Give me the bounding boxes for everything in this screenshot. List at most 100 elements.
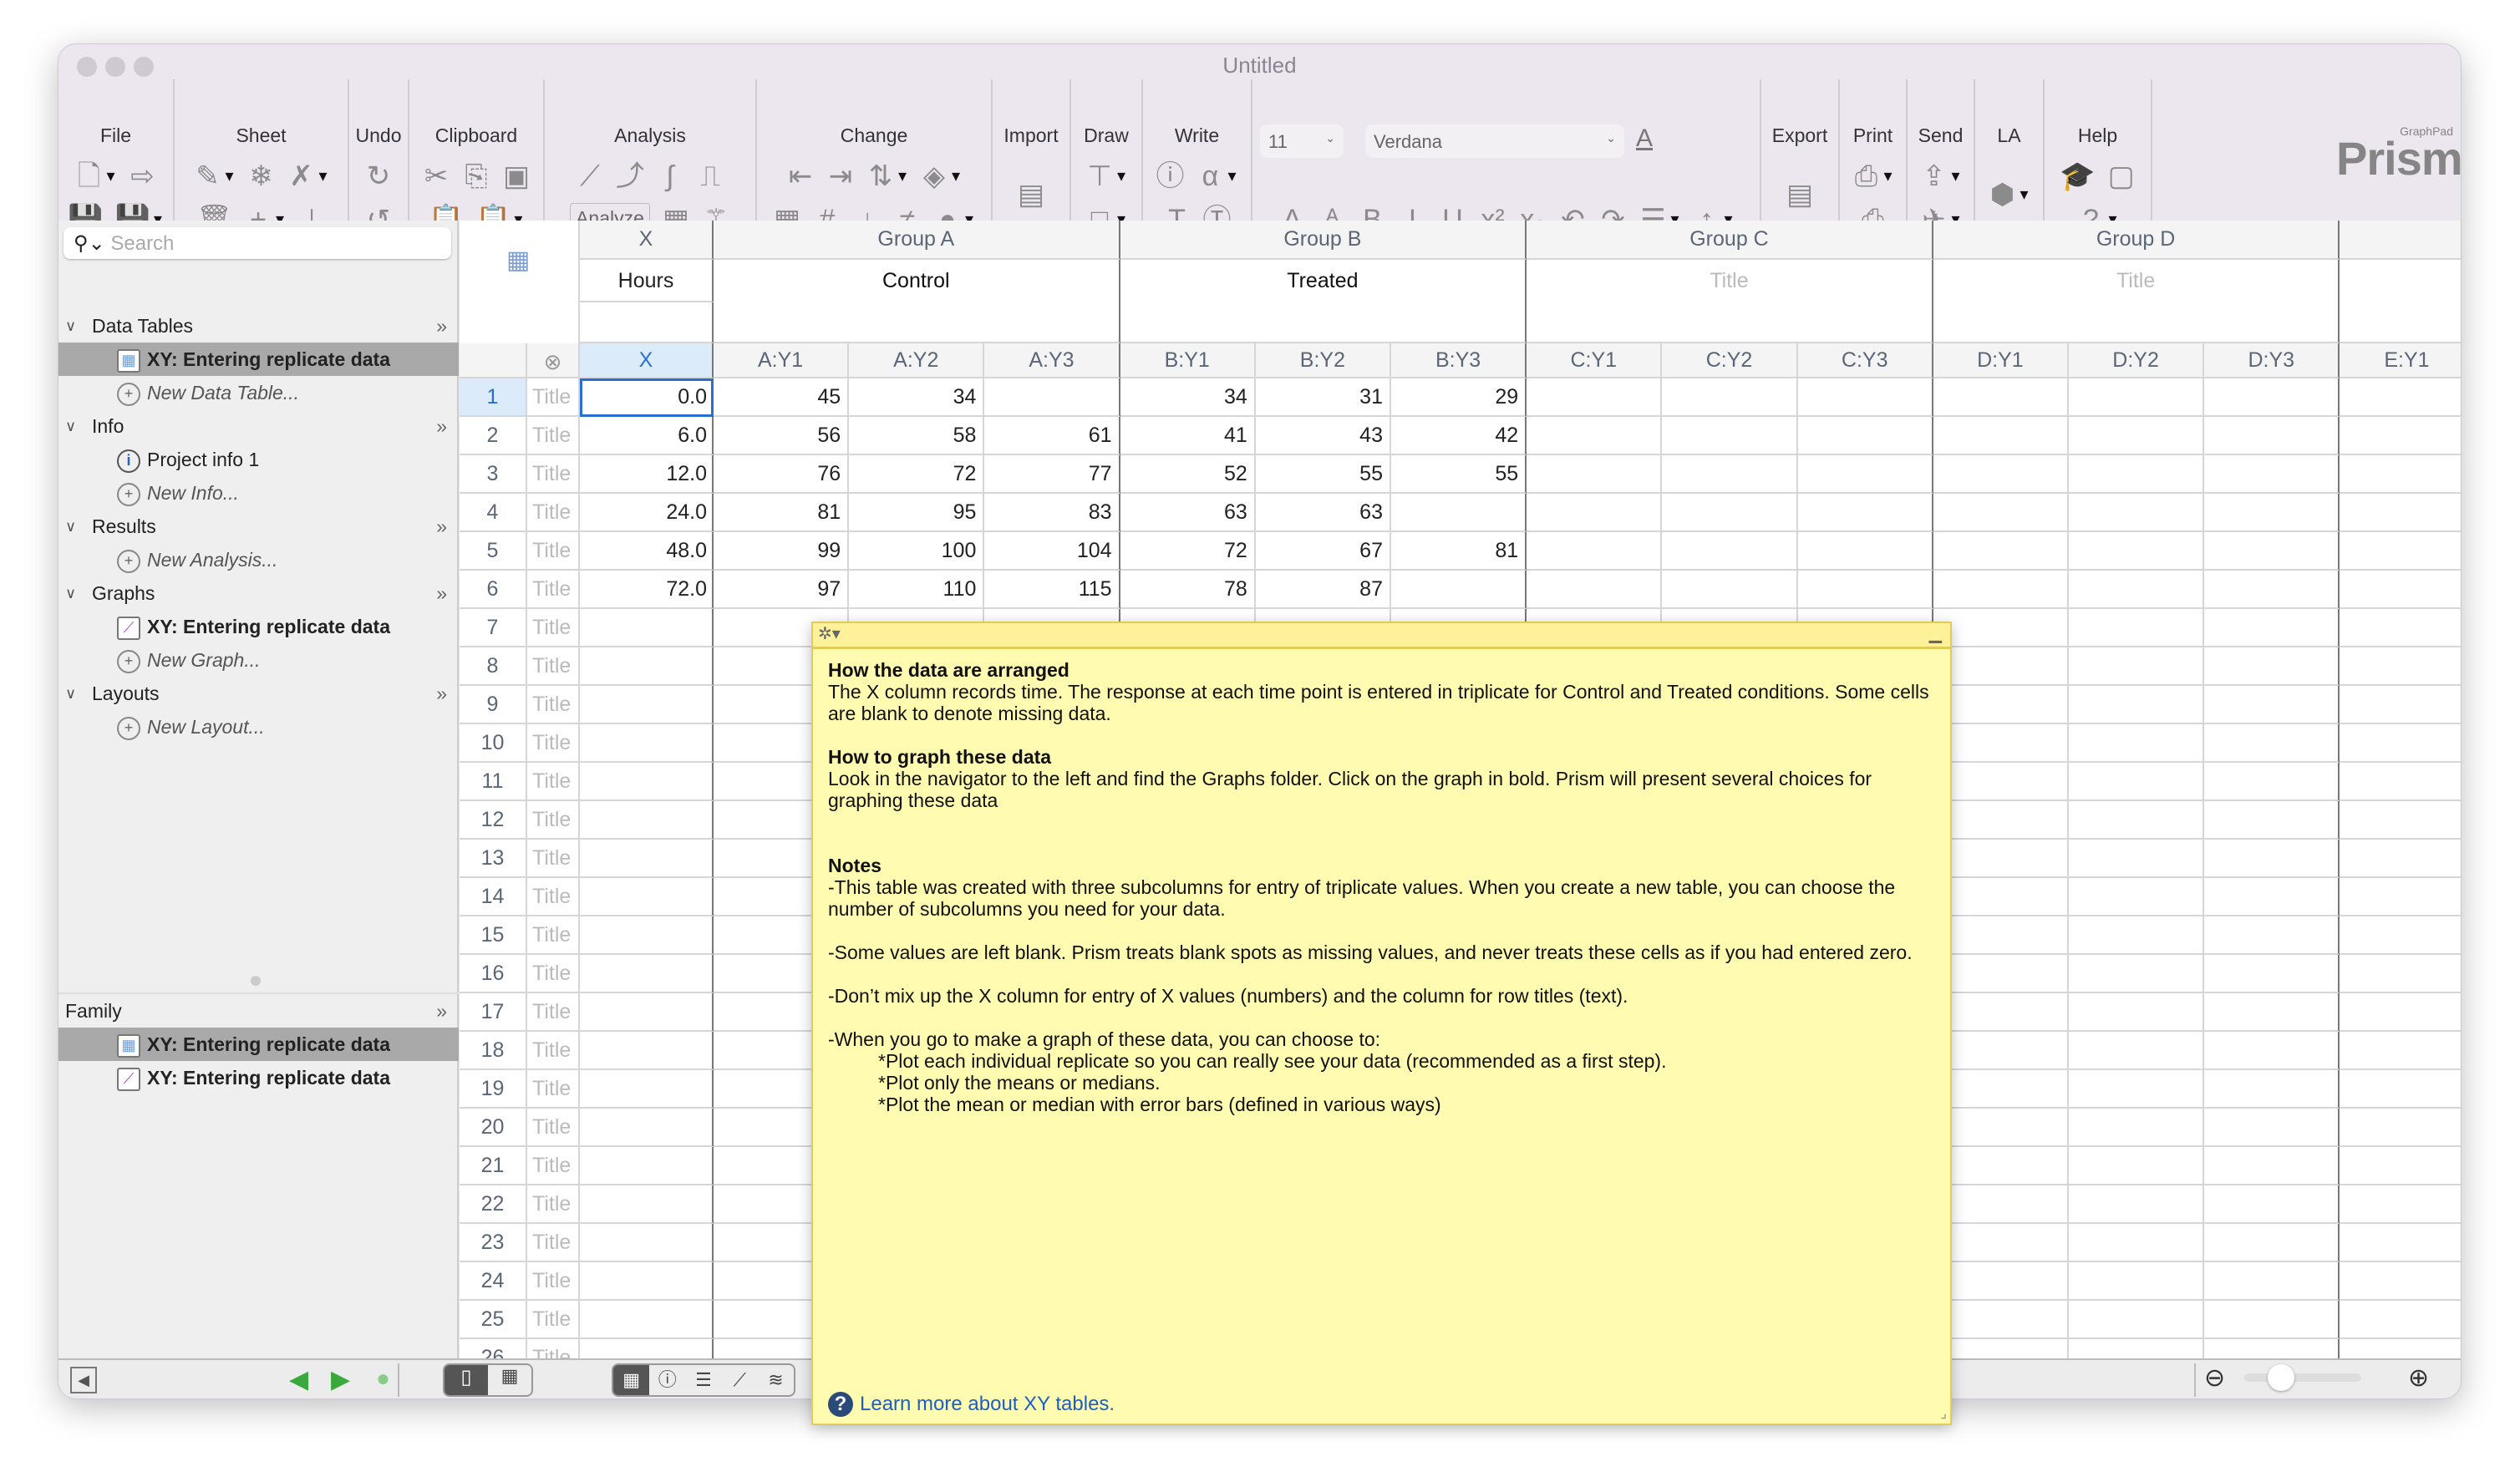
y-value-cell[interactable] (1933, 571, 2069, 609)
linear-regression-icon[interactable]: ⟋ (580, 160, 600, 192)
y-value-cell[interactable] (2204, 532, 2340, 571)
y-value-cell[interactable] (2069, 1301, 2205, 1339)
nonlinear-fit-icon[interactable]: ⤴ (616, 160, 644, 192)
row-title[interactable]: Title (527, 417, 580, 455)
new-file-icon[interactable]: 🗋 (77, 160, 101, 192)
row-title[interactable]: Title (527, 1301, 580, 1339)
row-title[interactable]: Title (527, 378, 580, 417)
y-value-cell[interactable] (1933, 993, 2069, 1032)
subcolumn-header[interactable]: D:Y3 (2204, 343, 2340, 378)
y-value-cell[interactable]: 43 (1255, 417, 1391, 455)
x-value-cell[interactable]: 48.0 (580, 532, 714, 571)
y-value-cell[interactable]: 63 (1120, 494, 1256, 532)
y-value-cell[interactable]: 97 (714, 571, 850, 609)
y-value-cell[interactable]: 45 (714, 378, 850, 417)
x-value-cell[interactable] (580, 686, 714, 724)
row-number[interactable]: 1 (460, 378, 527, 417)
y-value-cell[interactable] (2340, 763, 2461, 801)
y-value-cell[interactable] (1662, 494, 1798, 532)
row-title[interactable]: Title (527, 1147, 580, 1185)
y-value-cell[interactable] (2069, 993, 2205, 1032)
navigator-section-info[interactable]: ∨ Info » (58, 409, 459, 443)
minimize-note-button[interactable]: ▁ (1928, 625, 1942, 643)
zoom-window-button[interactable] (134, 57, 154, 77)
chevron-down-icon[interactable]: ∨ (65, 685, 77, 702)
y-value-cell[interactable]: 115 (984, 571, 1120, 609)
row-title[interactable]: Title (527, 993, 580, 1032)
y-value-cell[interactable] (1933, 724, 2069, 763)
y-value-cell[interactable] (2340, 494, 2461, 532)
y-value-cell[interactable] (2069, 647, 2205, 686)
dropdown-icon[interactable]: ▾ (1951, 211, 1960, 229)
y-value-cell[interactable] (2340, 686, 2461, 724)
y-value-cell[interactable] (1933, 763, 2069, 801)
y-value-cell[interactable]: 34 (849, 378, 985, 417)
y-value-cell[interactable] (2204, 724, 2340, 763)
y-value-cell[interactable] (1933, 1032, 2069, 1070)
clear-selection-icon[interactable]: ⊗ (527, 343, 580, 378)
blank-button-icon[interactable]: ▢ (2107, 160, 2135, 192)
row-number[interactable]: 25 (460, 1301, 527, 1339)
y-value-cell[interactable] (2204, 840, 2340, 878)
font-name-select[interactable]: Verdana ⌄ (1365, 124, 1624, 158)
subcolumn-header[interactable]: C:Y3 (1797, 343, 1933, 378)
row-number[interactable]: 6 (460, 571, 527, 609)
group-title[interactable]: Control (714, 260, 1120, 343)
row-title[interactable]: Title (527, 724, 580, 763)
y-value-cell[interactable] (2069, 1147, 2205, 1185)
y-value-cell[interactable] (2069, 878, 2205, 916)
export-doc-icon[interactable]: ⇨ (130, 160, 155, 192)
y-value-cell[interactable] (1797, 417, 1933, 455)
row-number[interactable]: 3 (460, 455, 527, 494)
row-number[interactable]: 22 (460, 1185, 527, 1224)
y-value-cell[interactable] (2204, 763, 2340, 801)
expand-section-icon[interactable]: » (436, 315, 447, 337)
row-title[interactable]: Title (527, 916, 580, 955)
x-column-title[interactable]: Hours (580, 260, 714, 302)
row-title[interactable]: Title (527, 494, 580, 532)
y-value-cell[interactable] (2069, 494, 2205, 532)
survival-icon[interactable]: ⎍ (700, 160, 720, 192)
group-title[interactable]: Title (1933, 260, 2340, 343)
y-value-cell[interactable] (2340, 1109, 2461, 1147)
y-value-cell[interactable] (2069, 763, 2205, 801)
x-value-cell[interactable] (580, 1185, 714, 1224)
navigator-section-results[interactable]: ∨ Results » (58, 510, 459, 543)
row-number[interactable]: 5 (460, 532, 527, 571)
x-value-cell[interactable] (580, 1262, 714, 1301)
export-txt-xml-icon[interactable]: ▤ (1786, 179, 1814, 211)
y-value-cell[interactable] (2204, 878, 2340, 916)
dropdown-icon[interactable]: ▾ (1670, 211, 1679, 229)
y-value-cell[interactable] (2069, 801, 2205, 840)
y-value-cell[interactable] (1527, 532, 1663, 571)
y-value-cell[interactable] (2204, 1301, 2340, 1339)
y-value-cell[interactable] (2340, 455, 2461, 494)
y-value-cell[interactable] (2340, 916, 2461, 955)
y-value-cell[interactable] (1527, 455, 1663, 494)
row-number[interactable]: 8 (460, 647, 527, 686)
subcolumn-header[interactable]: D:Y2 (2069, 343, 2205, 378)
dropdown-icon[interactable]: ▾ (964, 211, 974, 229)
row-number[interactable]: 13 (460, 840, 527, 878)
y-value-cell[interactable] (2204, 993, 2340, 1032)
sigmoid-fit-icon[interactable]: ∫ (666, 160, 674, 192)
y-value-cell[interactable] (1933, 532, 2069, 571)
y-value-cell[interactable] (2204, 1262, 2340, 1301)
y-value-cell[interactable] (2069, 1262, 2205, 1301)
zoom-slider-knob[interactable] (2268, 1364, 2294, 1391)
dropdown-icon[interactable]: ▾ (514, 211, 523, 229)
y-value-cell[interactable] (1662, 532, 1798, 571)
y-value-cell[interactable] (1662, 378, 1798, 417)
info-constant-icon[interactable]: ⓘ (1156, 160, 1185, 192)
y-value-cell[interactable] (2340, 378, 2461, 417)
row-number[interactable]: 7 (460, 609, 527, 647)
y-value-cell[interactable] (2340, 993, 2461, 1032)
dropdown-icon[interactable]: ▾ (2108, 211, 2117, 229)
y-value-cell[interactable] (2069, 1224, 2205, 1262)
row-title[interactable]: Title (527, 647, 580, 686)
y-value-cell[interactable]: 29 (1391, 378, 1527, 417)
subcolumn-header[interactable]: C:Y1 (1527, 343, 1663, 378)
y-value-cell[interactable] (2204, 609, 2340, 647)
y-value-cell[interactable] (2340, 571, 2461, 609)
row-title[interactable]: Title (527, 1032, 580, 1070)
